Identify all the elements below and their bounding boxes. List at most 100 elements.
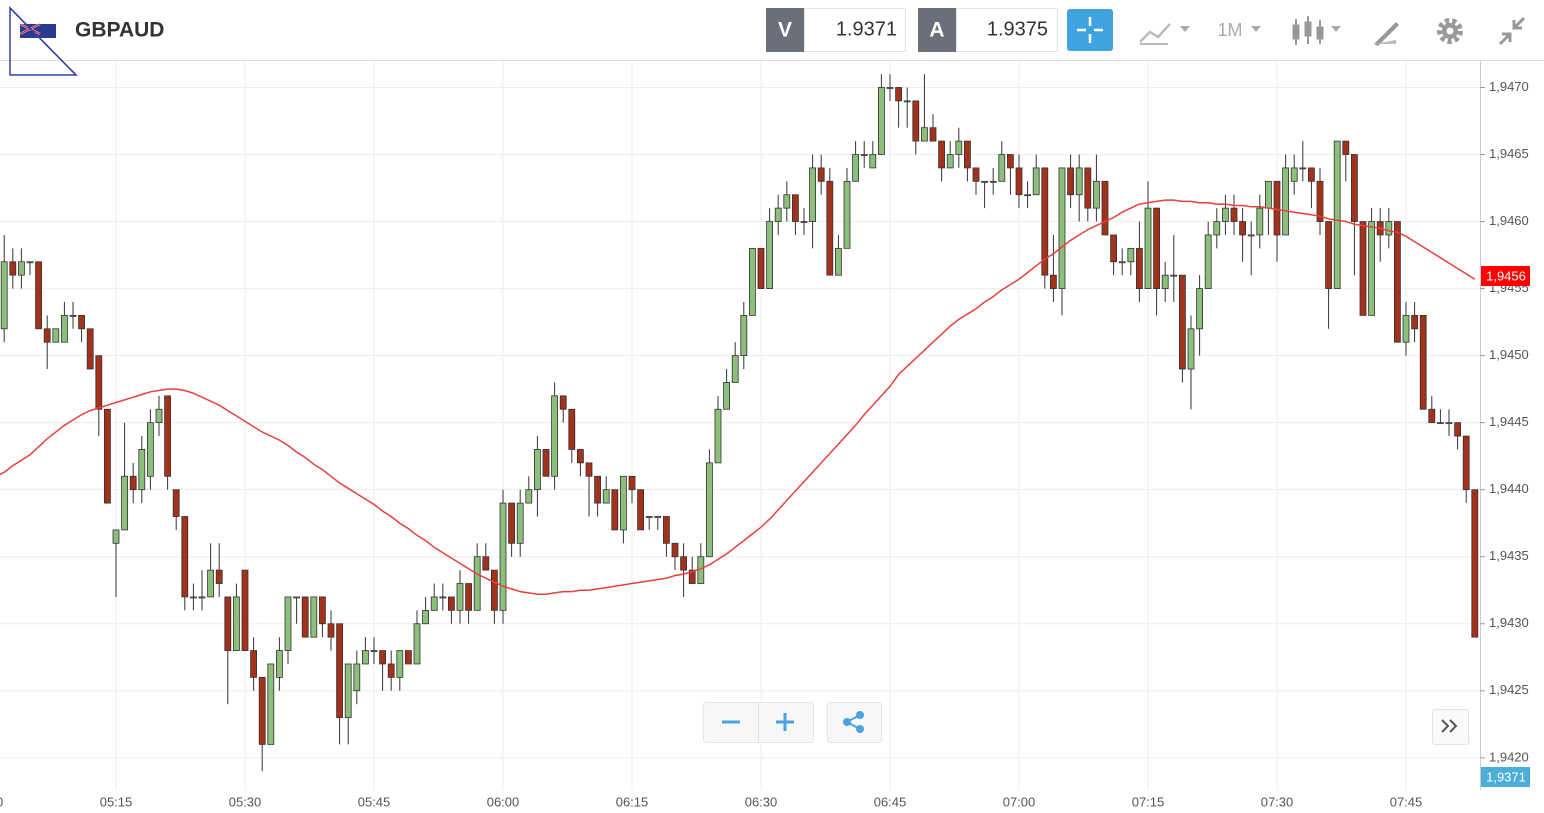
- candle-body: [112, 529, 120, 544]
- x-tick-label: 06:30: [745, 794, 778, 809]
- candle-body: [293, 596, 301, 599]
- candle-body: [1222, 207, 1229, 222]
- drawing-tool-button[interactable]: [1374, 22, 1399, 46]
- candle-body: [826, 180, 834, 276]
- candle-style-button[interactable]: [1292, 16, 1341, 45]
- candle-body: [1239, 221, 1246, 236]
- candle-body: [310, 596, 318, 638]
- candle-body: [353, 663, 361, 692]
- sell-button[interactable]: V 1.9371: [766, 8, 906, 52]
- plot-area: [0, 74, 1479, 772]
- candle-body: [1204, 234, 1212, 289]
- candle-body: [852, 154, 859, 182]
- candle-body: [946, 154, 954, 169]
- candle-body: [1084, 167, 1092, 209]
- candle-body: [370, 650, 378, 652]
- candle-body: [241, 569, 249, 651]
- candle-body: [1308, 167, 1315, 182]
- candle-body: [645, 516, 653, 518]
- candle-body: [447, 596, 455, 611]
- candle-body: [1032, 167, 1040, 196]
- symbol: GBPAUD: [75, 19, 164, 42]
- zoom-in[interactable]: [776, 713, 794, 731]
- candle-body: [637, 489, 644, 531]
- candle-body: [1342, 140, 1350, 155]
- x-tick-label: 05:30: [229, 794, 262, 809]
- candle-body: [740, 314, 748, 357]
- share-button[interactable]: [827, 702, 882, 743]
- x-tick-label: 07:15: [1132, 794, 1165, 809]
- candle-body: [1368, 221, 1375, 316]
- candle-body: [473, 556, 481, 611]
- y-tick-label: 1,9465: [1489, 146, 1529, 161]
- candle-body: [301, 596, 309, 638]
- timeframe-button[interactable]: 1M: [1217, 20, 1261, 40]
- candle-body: [1024, 194, 1031, 197]
- candle-body: [1153, 207, 1160, 289]
- candle-body: [232, 596, 240, 651]
- candle-body: [465, 583, 473, 611]
- candle-body: [490, 569, 498, 611]
- candle-body: [1359, 221, 1367, 316]
- candle-body: [35, 261, 42, 330]
- ma-badge-label: 1,9456: [1486, 268, 1526, 283]
- candle-body: [9, 261, 17, 276]
- scroll-latest-button[interactable]: [1432, 709, 1469, 745]
- candle-body: [1445, 422, 1453, 425]
- candle-body: [998, 154, 1006, 182]
- candle-body: [0, 261, 8, 330]
- x-tick-label: 06:45: [874, 794, 907, 809]
- candle-body: [886, 87, 894, 89]
- candle-body: [628, 475, 636, 491]
- candle-body: [542, 449, 550, 477]
- toolbar: GBPAUD V 1.9371 A 1.9375 1M: [0, 0, 1544, 76]
- buy-price-bg: [956, 8, 1058, 52]
- crosshair-button[interactable]: [1067, 9, 1113, 51]
- chart-type-button[interactable]: [1139, 23, 1190, 45]
- candle-body: [17, 261, 25, 276]
- candle-body: [1136, 247, 1143, 289]
- buy-button[interactable]: A 1.9375: [918, 8, 1058, 52]
- candle-body: [1118, 261, 1126, 264]
- candle-body: [749, 247, 756, 316]
- candle-body: [1419, 314, 1427, 410]
- candle-body: [1351, 154, 1358, 222]
- candle-body: [172, 489, 180, 517]
- collapse-button[interactable]: [1498, 16, 1526, 46]
- candle-body: [1179, 274, 1186, 370]
- candle-body: [1015, 167, 1023, 196]
- candle-body: [146, 422, 154, 477]
- candle-body: [26, 261, 34, 264]
- candle-body: [989, 180, 997, 183]
- candle-body: [895, 87, 902, 102]
- candle-body: [1428, 408, 1436, 424]
- candle-body: [912, 100, 920, 142]
- settings-button[interactable]: [1437, 18, 1463, 44]
- candle-body: [1196, 288, 1203, 330]
- candle-body: [439, 596, 447, 599]
- axes: 1,9420 1,9425 1,9430 1,9435 1,9440 1,9445 1,94…: [0, 79, 1529, 810]
- candle-body: [1093, 180, 1100, 209]
- candle-body: [1110, 234, 1117, 263]
- candle-body: [921, 127, 928, 142]
- flag-icon: [9, 6, 78, 76]
- candle-body: [1007, 154, 1014, 169]
- candle-body: [955, 140, 963, 155]
- y-tick-label: 1,9460: [1489, 213, 1529, 228]
- candle-body: [929, 127, 937, 142]
- candle-body: [1316, 180, 1324, 222]
- candle-body: [198, 596, 206, 599]
- candle-body: [258, 676, 266, 745]
- candle-body: [189, 596, 197, 599]
- candle-body: [396, 650, 404, 678]
- x-tick-label: 05:00: [0, 794, 3, 809]
- candle-body: [250, 650, 258, 678]
- candle-body: [1161, 274, 1169, 289]
- moving-average-line: [0, 199, 1476, 596]
- candle-body: [413, 623, 421, 665]
- x-tick-label: 07:00: [1003, 794, 1036, 809]
- candle-body: [69, 314, 77, 317]
